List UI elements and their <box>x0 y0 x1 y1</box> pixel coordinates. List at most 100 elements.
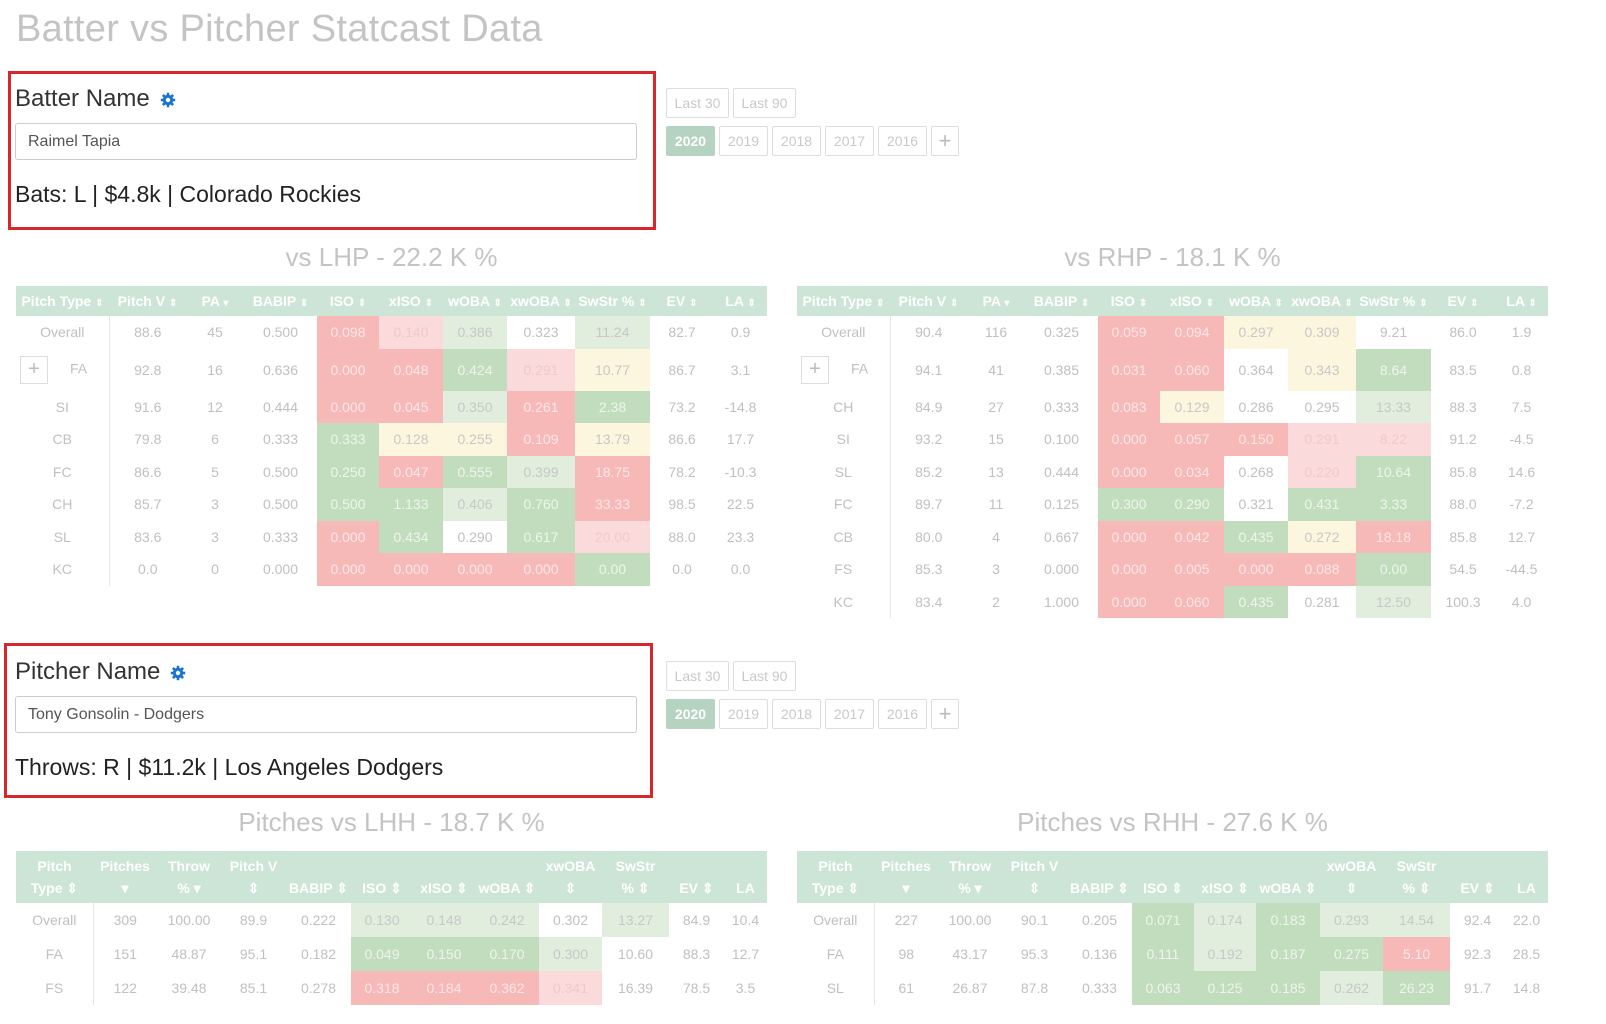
cell-value: 227 <box>894 912 918 928</box>
column-header-throw-pct[interactable]: Throw % ▾ <box>938 851 1002 903</box>
column-header-woba[interactable]: wOBA ⇕ <box>1224 286 1288 316</box>
column-header-top <box>672 855 721 877</box>
column-header-woba[interactable]: wOBA ⇕ <box>443 286 507 316</box>
column-header-top: xwOBA <box>1326 858 1377 874</box>
column-header-xiso[interactable]: xISO ⇕ <box>1194 851 1256 903</box>
column-header-pitch-type[interactable]: Pitch Type ⇕ <box>16 851 93 903</box>
pitcher-year-2016-button[interactable]: 2016 <box>878 699 927 729</box>
cell-xwoba: 0.323 <box>507 316 575 349</box>
column-header-xwoba[interactable]: xwOBA ⇕ <box>1288 286 1356 316</box>
column-header-xwoba[interactable]: xwOBA ⇕ <box>1320 851 1383 903</box>
column-header-ev[interactable]: EV ⇕ <box>669 851 724 903</box>
column-header-la[interactable]: LA <box>1505 851 1548 903</box>
column-header-woba[interactable]: wOBA ⇕ <box>1256 851 1320 903</box>
column-header-xwoba[interactable]: xwOBA ⇕ <box>507 286 575 316</box>
batter-year-2017-button[interactable]: 2017 <box>825 126 874 156</box>
batter-name-input[interactable] <box>15 123 637 160</box>
batter-year-2018-button[interactable]: 2018 <box>772 126 821 156</box>
column-header-bottom: wOBA ⇕ <box>1259 880 1317 896</box>
column-header-pitches[interactable]: Pitches ▾ <box>874 851 938 903</box>
pitcher-year-2020-button[interactable]: 2020 <box>666 699 715 729</box>
cell-pitch-type: Overall <box>16 903 94 937</box>
column-header-top <box>1135 855 1191 877</box>
column-header-swstr[interactable]: SwStr % ⇕ <box>1356 286 1431 316</box>
column-header-woba[interactable]: wOBA ⇕ <box>475 851 539 903</box>
cell-xiso: 0.060 <box>1160 348 1224 391</box>
header-row: Pitch Type ⇕ Pitch V ⇕ PA ▾ BABIP ⇕ ISO ⇕ xIS… <box>16 286 767 316</box>
batter-year-2016-button[interactable]: 2016 <box>878 126 927 156</box>
column-header-swstr[interactable]: SwStr % ⇕ <box>1383 851 1450 903</box>
cell-ev: 88.3 <box>669 937 724 971</box>
column-header-babip[interactable]: BABIP ⇕ <box>286 851 351 903</box>
cell-value: 0.325 <box>1043 324 1080 341</box>
column-header-ev[interactable]: EV ⇕ <box>1431 286 1495 316</box>
pitcher-add-year-button[interactable]: + <box>931 699 959 729</box>
gear-icon[interactable] <box>160 92 176 108</box>
cell-pitch-velo: 87.8 <box>1002 971 1067 1005</box>
cell-value: 0.128 <box>393 431 429 448</box>
batter-last90-button[interactable]: Last 90 <box>733 88 796 118</box>
column-header-la[interactable]: LA ⇕ <box>1495 286 1548 316</box>
batter-add-year-button[interactable]: + <box>931 126 959 156</box>
cell-value: 0.9 <box>730 324 751 341</box>
cell-la: 28.5 <box>1505 937 1548 971</box>
sort-icon: ⇕ <box>168 298 178 309</box>
cell-value: 11 <box>988 496 1004 513</box>
column-header-pitch-type[interactable]: Pitch Type ⇕ <box>797 851 874 903</box>
gear-icon[interactable] <box>170 665 186 681</box>
column-header-pa[interactable]: PA ▾ <box>186 286 244 316</box>
pitcher-last30-button[interactable]: Last 30 <box>666 661 729 691</box>
column-header-pitch-type[interactable]: Pitch Type ⇕ <box>797 286 890 316</box>
column-header-swstr[interactable]: SwStr % ⇕ <box>575 286 650 316</box>
column-header-pa[interactable]: PA ▾ <box>967 286 1025 316</box>
column-header-babip[interactable]: BABIP ⇕ <box>1067 851 1132 903</box>
column-header-iso[interactable]: ISO ⇕ <box>1132 851 1194 903</box>
cell-woba: 0.435 <box>1224 585 1288 618</box>
batter-last30-button[interactable]: Last 30 <box>666 88 729 118</box>
pitcher-name-input[interactable] <box>15 696 637 733</box>
column-header-ev[interactable]: EV ⇕ <box>1450 851 1505 903</box>
column-header-xwoba[interactable]: xwOBA ⇕ <box>539 851 602 903</box>
cell-value: 0.250 <box>330 463 366 480</box>
pitcher-year-2018-button[interactable]: 2018 <box>772 699 821 729</box>
column-header-throw-pct[interactable]: Throw % ▾ <box>157 851 221 903</box>
column-header-xiso[interactable]: xISO ⇕ <box>379 286 443 316</box>
column-header-pitch-velo[interactable]: Pitch V ⇕ <box>221 851 286 903</box>
column-header-pitch-type[interactable]: Pitch Type ⇕ <box>16 286 109 316</box>
pitcher-last90-button[interactable]: Last 90 <box>733 661 796 691</box>
expand-row-icon[interactable]: + <box>801 355 829 384</box>
column-header-xiso[interactable]: xISO ⇕ <box>1160 286 1224 316</box>
batter-year-2019-button[interactable]: 2019 <box>719 126 768 156</box>
column-header-la[interactable]: LA <box>724 851 767 903</box>
column-header-pitch-velo[interactable]: Pitch V ⇕ <box>1002 851 1067 903</box>
cell-swstr: 10.60 <box>602 937 669 971</box>
column-header-top <box>727 855 764 877</box>
cell-value: 0.174 <box>1207 912 1243 928</box>
expand-row-icon[interactable]: + <box>20 355 48 384</box>
column-header-bottom: % ▾ <box>177 880 201 896</box>
pitcher-year-2019-button[interactable]: 2019 <box>719 699 768 729</box>
cell-ev: 92.4 <box>1450 903 1505 937</box>
column-header-iso[interactable]: ISO ⇕ <box>1098 286 1160 316</box>
column-header-pitches[interactable]: Pitches ▾ <box>93 851 157 903</box>
pitcher-year-2017-button[interactable]: 2017 <box>825 699 874 729</box>
column-header-xiso[interactable]: xISO ⇕ <box>413 851 475 903</box>
cell-value: 0.333 <box>330 431 366 448</box>
column-header-top <box>1259 855 1317 877</box>
column-header-pitch-velo[interactable]: Pitch V ⇕ <box>890 286 967 316</box>
cell-iso: 0.031 <box>1098 348 1160 391</box>
table-row: FA 98 43.17 95.3 0.136 0.111 0.192 0.187 0.275 5.… <box>797 937 1548 971</box>
column-header-pitch-velo[interactable]: Pitch V ⇕ <box>109 286 186 316</box>
column-header-ev[interactable]: EV ⇕ <box>650 286 714 316</box>
cell-value: 91.7 <box>1463 980 1492 996</box>
column-header-babip[interactable]: BABIP ⇕ <box>244 286 317 316</box>
cell-la: 14.6 <box>1495 456 1548 489</box>
column-header-iso[interactable]: ISO ⇕ <box>351 851 413 903</box>
column-header-la[interactable]: LA ⇕ <box>714 286 767 316</box>
cell-value: CB <box>52 431 72 448</box>
column-header-iso[interactable]: ISO ⇕ <box>317 286 379 316</box>
batter-year-2020-button[interactable]: 2020 <box>666 126 715 156</box>
column-header-swstr[interactable]: SwStr % ⇕ <box>602 851 669 903</box>
column-header-babip[interactable]: BABIP ⇕ <box>1025 286 1098 316</box>
cell-value: 27 <box>988 398 1004 415</box>
